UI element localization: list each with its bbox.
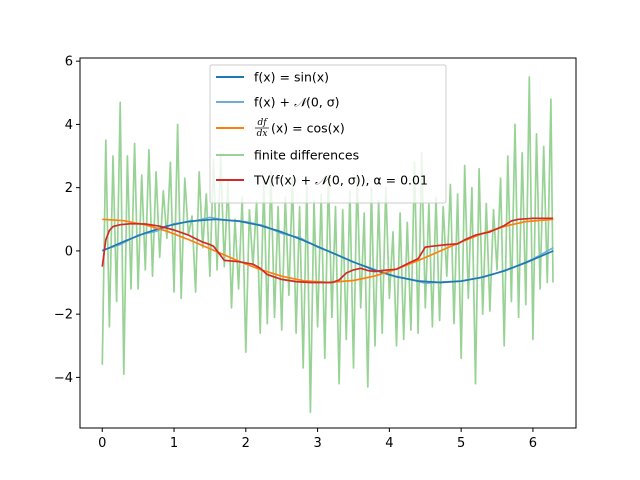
x-tick-label: 0 xyxy=(98,436,106,451)
x-tick-label: 5 xyxy=(457,436,465,451)
ticks-layer: 0 1 2 3 4 5 6 −4 −2 0 2 4 6 xyxy=(54,55,537,451)
legend-box xyxy=(209,64,447,204)
y-tick-label: 4 xyxy=(65,118,73,133)
y-tick-label: 0 xyxy=(65,244,73,259)
y-tick-label: −2 xyxy=(54,308,73,323)
fraction-denominator: dx xyxy=(257,129,268,139)
y-tick-label: 6 xyxy=(65,55,73,70)
x-tick-label: 6 xyxy=(529,436,537,451)
y-tick-label: −4 xyxy=(54,371,73,386)
legend-label-2: (x) = cos(x) xyxy=(271,121,345,136)
y-tick-label: 2 xyxy=(65,181,73,196)
series-line-4 xyxy=(101,217,553,284)
plot-frame xyxy=(79,57,577,429)
fraction-numerator: df xyxy=(257,118,268,128)
legend-label-0: f(x) = sin(x) xyxy=(254,70,329,85)
legend-label-1: f(x) + 𝒩(0, σ) xyxy=(254,95,340,110)
x-tick-label: 4 xyxy=(385,436,393,451)
x-tick-label: 1 xyxy=(170,436,178,451)
series-line-0 xyxy=(101,218,554,284)
x-tick-label: 2 xyxy=(242,436,250,451)
x-tick-label: 3 xyxy=(313,436,321,451)
legend: f(x) = sin(x) f(x) + 𝒩(0, σ) (x) = cos(x)d… xyxy=(209,64,447,204)
legend-label-4: TV(f(x) + 𝒩(0, σ)), α = 0.01 xyxy=(253,173,428,188)
legend-label-3: finite differences xyxy=(254,148,359,163)
